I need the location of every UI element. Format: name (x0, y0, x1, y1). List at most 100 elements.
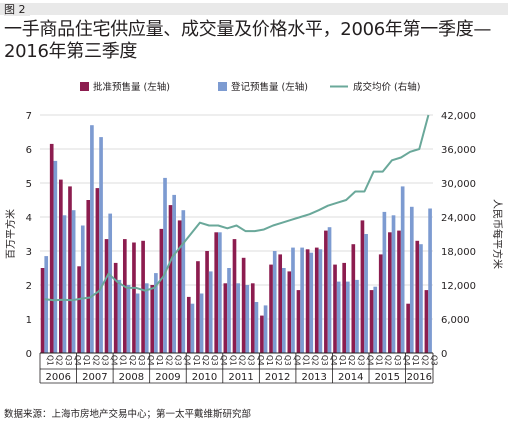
bar-registered (163, 177, 167, 353)
bar-registered (300, 247, 304, 353)
bar-registered (327, 227, 332, 353)
x-tick-label: Q3 (210, 355, 219, 366)
price-line-path (44, 114, 430, 302)
bar-approved (296, 290, 301, 353)
x-tick-label: Q2 (128, 355, 137, 366)
y2-tick-label: 0 (441, 349, 447, 360)
bar-approved (223, 283, 228, 353)
legend: 批准预售量 (左轴) 登记预售量 (左轴) 成交均价 (右轴) (80, 81, 420, 93)
x-tick-label: Q4 (183, 355, 192, 366)
bar-registered (172, 194, 176, 353)
y-tick-label: 5 (26, 179, 32, 190)
bar-approved (122, 239, 127, 353)
bar-registered (309, 252, 314, 353)
bar-approved (305, 249, 310, 353)
bar-registered (373, 286, 378, 353)
bar-approved (333, 264, 337, 353)
chart-title: 一手商品住宅供应量、成交量及价格水平，2006年第一季度—2016年第三季度 (4, 19, 492, 62)
year-label: 2011 (228, 372, 253, 383)
y-tick-label: 7 (26, 111, 32, 122)
bar-registered (345, 281, 350, 353)
x-tick-label: Q4 (146, 355, 155, 366)
x-tick-label: Q2 (311, 355, 320, 366)
y2-tick-label: 24,000 (441, 213, 476, 224)
x-tick-label: Q1 (228, 355, 237, 366)
bar-approved (104, 239, 109, 353)
x-tick-label: Q1 (338, 355, 347, 366)
bar-registered (80, 225, 85, 353)
bar-registered (236, 283, 240, 353)
bar-approved (324, 230, 328, 353)
legend-label: 登记预售量 (左轴) (231, 81, 308, 93)
x-tick-label: Q2 (238, 355, 247, 366)
x-tick-label: Q3 (100, 355, 109, 366)
bar-approved (342, 262, 346, 353)
bar-registered (336, 281, 341, 353)
x-tick-label: Q3 (283, 355, 292, 366)
legend-swatch (218, 82, 227, 91)
price-line (44, 114, 430, 302)
bar-approved (278, 254, 283, 353)
bar-registered (400, 186, 405, 353)
bar-registered (208, 271, 213, 353)
bar-approved (287, 271, 292, 353)
x-tick-label: Q2 (55, 355, 64, 366)
legend-label: 成交均价 (右轴) (353, 81, 420, 93)
x-tick-label: Q3 (64, 355, 73, 366)
bar-registered (190, 303, 195, 353)
bar-registered (355, 279, 359, 353)
x-tick-label: Q1 (155, 355, 164, 366)
y-tick-label: 3 (26, 247, 32, 258)
bar-registered (227, 268, 231, 353)
year-label: 2016 (407, 372, 432, 383)
bar-approved (314, 247, 319, 353)
bar-approved (232, 239, 237, 353)
y-tick-label: 6 (26, 145, 32, 156)
x-tick-label: Q3 (137, 355, 146, 366)
bar-registered (245, 285, 250, 353)
bar-approved (95, 188, 100, 353)
bar-approved (77, 266, 81, 353)
bar-registered (53, 160, 58, 353)
x-tick-label: Q2 (347, 355, 356, 366)
bar-registered (62, 215, 67, 353)
bar-approved (186, 296, 191, 353)
x-tick-label: Q3 (393, 355, 402, 366)
x-tick-label: Q4 (402, 355, 411, 366)
bar-approved (369, 290, 374, 353)
bar-approved (177, 220, 182, 353)
year-label: 2014 (338, 372, 363, 383)
y-tick-label: 4 (26, 213, 32, 224)
y2-tick-label: 6,000 (441, 315, 470, 326)
y2-tick-label: 12,000 (441, 281, 476, 292)
bar-registered (364, 234, 368, 353)
legend-label: 批准预售量 (左轴) (93, 81, 170, 93)
x-tick-label: Q1 (82, 355, 91, 366)
bar-approved (378, 254, 383, 353)
bar-approved (168, 205, 173, 353)
x-tick-label: Q3 (320, 355, 329, 366)
year-label: 2006 (46, 372, 71, 383)
x-tick-label: Q4 (365, 355, 374, 366)
bar-approved (59, 179, 63, 353)
bar-approved (406, 303, 410, 353)
bar-registered (409, 206, 414, 353)
bar-registered (428, 208, 432, 353)
bar-approved (68, 186, 72, 353)
y2-tick-label: 36,000 (441, 145, 476, 156)
bar-approved (241, 257, 246, 353)
x-tick-label: Q3 (247, 355, 256, 366)
bar-registered (263, 305, 268, 353)
y-tick-label: 2 (26, 281, 32, 292)
bar-approved (150, 285, 155, 353)
bar-registered (272, 251, 277, 353)
bar-approved (159, 228, 164, 353)
x-tick-label: Q2 (164, 355, 173, 366)
bar-registered (218, 232, 222, 353)
x-tick-label: Q4 (292, 355, 301, 366)
bar-approved (397, 230, 401, 353)
x-tick-label: Q3 (174, 355, 183, 366)
bar-registered (181, 210, 186, 353)
bar-registered (135, 293, 140, 353)
